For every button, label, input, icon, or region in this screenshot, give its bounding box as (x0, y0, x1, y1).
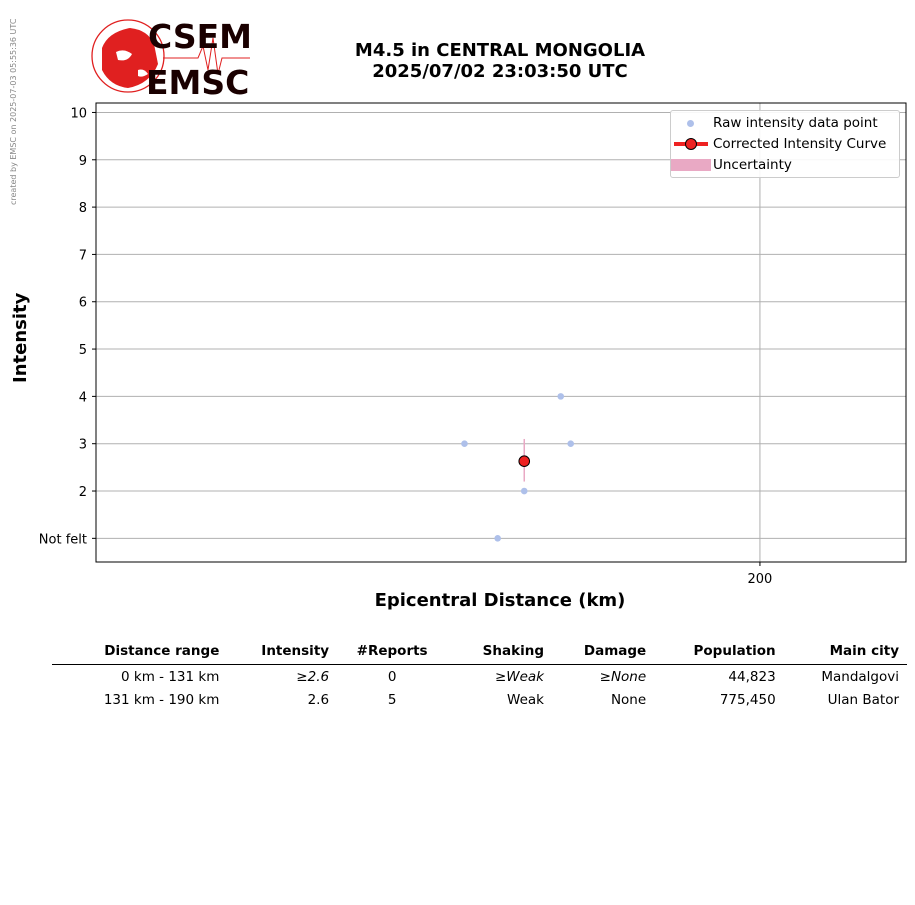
cell-city: Mandalgovi (821, 669, 899, 685)
header-damage: Damage (552, 640, 655, 665)
cell-city: Ulan Bator (827, 692, 899, 708)
table-row: 131 km - 190 km 2.6 5 Weak None 775,450 … (52, 688, 907, 711)
y-tick-label: Not felt (39, 532, 87, 547)
intensity-chart: Not felt 2 3 4 5 6 7 8 9 10 200 (39, 102, 907, 587)
y-tick-label: 7 (79, 248, 87, 263)
raw-intensity-point (520, 487, 528, 495)
header-shaking: Shaking (451, 640, 552, 665)
cell-shaking: Weak (507, 692, 544, 708)
chart-title: M4.5 in CENTRAL MONGOLIA 2025/07/02 23:0… (300, 40, 700, 82)
y-tick-label: 2 (79, 485, 87, 500)
raw-point-icon (687, 120, 694, 127)
cell-damage: None (610, 692, 647, 708)
cell-shaking: ≥Weak (494, 669, 544, 685)
curve-marker-icon (685, 138, 697, 150)
legend-item-uncertainty: Uncertainty (671, 155, 792, 175)
logo-csem-text: CSEM (148, 18, 252, 56)
x-axis-label: Epicentral Distance (km) (374, 590, 626, 611)
x-tick-label: 200 (748, 572, 773, 587)
emsc-logo: CSEM EMSC (91, 18, 252, 98)
y-tick-label: 5 (79, 343, 87, 358)
raw-intensity-point (461, 440, 468, 448)
cell-damage: ≥None (599, 669, 647, 685)
header-distance-range: Distance range (52, 640, 228, 665)
chart-legend: Raw intensity data point Corrected Inten… (670, 110, 900, 178)
y-tick-label: 10 (70, 106, 87, 121)
y-tick-label: 3 (79, 438, 87, 453)
raw-intensity-point (557, 393, 565, 400)
cell-population: 775,450 (719, 692, 776, 708)
raw-intensity-point (567, 440, 575, 448)
y-axis-label: Intensity (10, 292, 31, 383)
cell-population: 44,823 (728, 669, 776, 685)
y-tick-label: 8 (79, 201, 87, 216)
y-tick-label: 9 (79, 154, 87, 169)
header-intensity: Intensity (227, 640, 338, 665)
title-line-2: 2025/07/02 23:03:50 UTC (372, 61, 628, 82)
plot-frame (95, 102, 907, 563)
uncertainty-swatch-icon (671, 159, 711, 171)
cell-intensity: 2.6 (307, 692, 330, 708)
y-tick-label: 6 (79, 296, 87, 311)
cell-range: 0 km - 131 km (121, 669, 220, 685)
corrected-intensity-point (518, 455, 531, 468)
legend-label-curve: Corrected Intensity Curve (713, 136, 887, 152)
logo-emsc-text: EMSC (146, 63, 249, 98)
legend-item-curve: Corrected Intensity Curve (671, 134, 886, 154)
legend-label-raw: Raw intensity data point (713, 115, 878, 131)
cell-reports: 5 (387, 692, 397, 708)
legend-item-raw: Raw intensity data point (671, 113, 878, 133)
cell-intensity: ≥2.6 (296, 669, 330, 685)
table-row: 0 km - 131 km ≥2.6 0 ≥Weak ≥None 44,823 … (52, 665, 907, 689)
header-population: Population (654, 640, 784, 665)
raw-intensity-point (494, 535, 501, 542)
header-reports: #Reports (337, 640, 452, 665)
title-line-1: M4.5 in CENTRAL MONGOLIA (354, 40, 646, 61)
legend-label-uncertainty: Uncertainty (713, 157, 792, 173)
cell-range: 131 km - 190 km (103, 692, 220, 708)
cell-reports: 0 (387, 669, 397, 685)
intensity-summary-table: Distance range Intensity #Reports Shakin… (52, 640, 907, 711)
y-tick-label: 4 (79, 390, 87, 405)
header-main-city: Main city (783, 640, 907, 665)
table-header-row: Distance range Intensity #Reports Shakin… (52, 640, 907, 665)
